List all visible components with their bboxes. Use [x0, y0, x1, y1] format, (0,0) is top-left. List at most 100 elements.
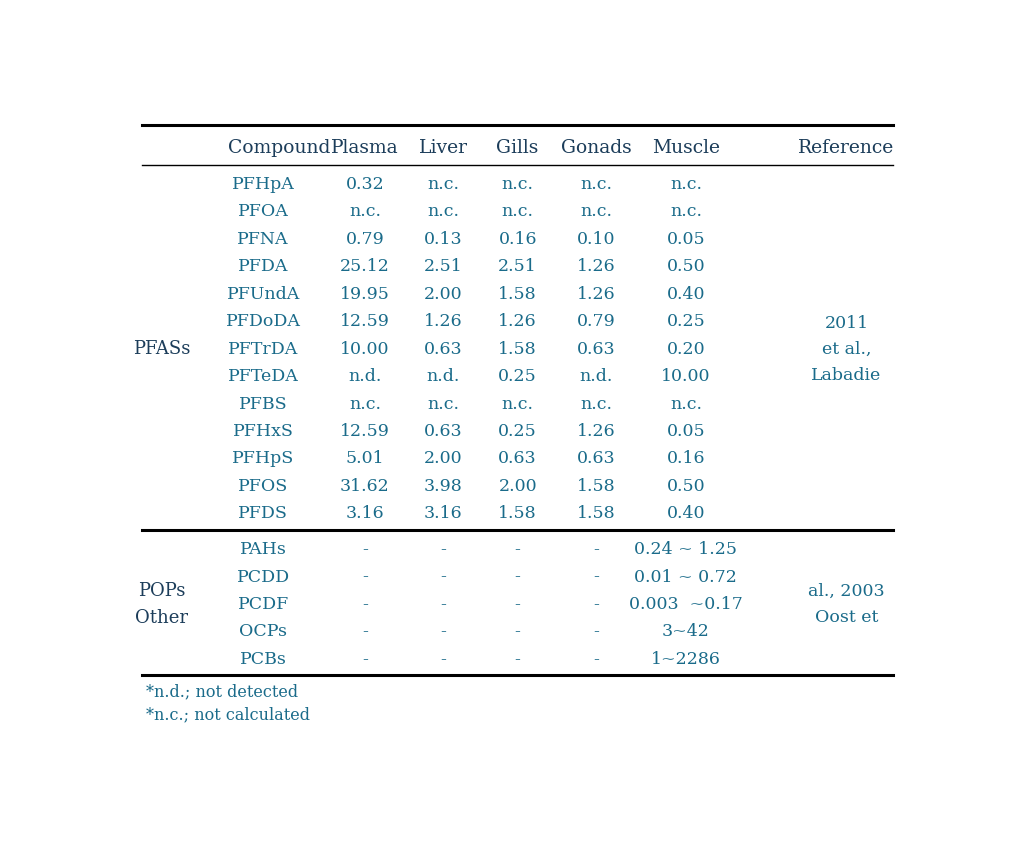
Text: PFHpA: PFHpA: [232, 176, 295, 193]
Text: Liver: Liver: [419, 138, 468, 157]
Text: Oost et: Oost et: [815, 609, 878, 626]
Text: Labadie: Labadie: [811, 367, 882, 384]
Text: 1.58: 1.58: [577, 505, 615, 522]
Text: 12.59: 12.59: [340, 313, 390, 330]
Text: 0.10: 0.10: [577, 231, 615, 248]
Text: -: -: [515, 569, 520, 586]
Text: 1.26: 1.26: [577, 258, 615, 275]
Text: PFBS: PFBS: [239, 396, 288, 413]
Text: 1.58: 1.58: [498, 286, 537, 303]
Text: 0.63: 0.63: [577, 451, 615, 468]
Text: -: -: [593, 596, 599, 613]
Text: 0.25: 0.25: [498, 368, 537, 385]
Text: et al.,: et al.,: [821, 340, 872, 357]
Text: n.c.: n.c.: [580, 176, 612, 193]
Text: PFDS: PFDS: [238, 505, 288, 522]
Text: -: -: [362, 596, 368, 613]
Text: 1.58: 1.58: [577, 478, 615, 495]
Text: 0.003  ~0.17: 0.003 ~0.17: [629, 596, 742, 613]
Text: n.c.: n.c.: [427, 396, 460, 413]
Text: 1.26: 1.26: [498, 313, 537, 330]
Text: -: -: [362, 569, 368, 586]
Text: 3.16: 3.16: [345, 505, 384, 522]
Text: 0.63: 0.63: [498, 451, 537, 468]
Text: 3~42: 3~42: [662, 623, 710, 640]
Text: n.c.: n.c.: [580, 396, 612, 413]
Text: Reference: Reference: [798, 138, 895, 157]
Text: Plasma: Plasma: [331, 138, 399, 157]
Text: 0.40: 0.40: [667, 286, 705, 303]
Text: 0.40: 0.40: [667, 505, 705, 522]
Text: PCBs: PCBs: [239, 651, 287, 668]
Text: 0.05: 0.05: [667, 423, 705, 440]
Text: PFDoDA: PFDoDA: [226, 313, 301, 330]
Text: -: -: [440, 569, 446, 586]
Text: 2.51: 2.51: [498, 258, 537, 275]
Text: -: -: [362, 651, 368, 668]
Text: 0.79: 0.79: [345, 231, 385, 248]
Text: n.d.: n.d.: [426, 368, 460, 385]
Text: OCPs: OCPs: [239, 623, 287, 640]
Text: 1~2286: 1~2286: [651, 651, 721, 668]
Text: n.c.: n.c.: [670, 204, 702, 221]
Text: n.d.: n.d.: [348, 368, 382, 385]
Text: 0.16: 0.16: [667, 451, 705, 468]
Text: PFASs: PFASs: [132, 340, 190, 358]
Text: -: -: [593, 541, 599, 558]
Text: al., 2003: al., 2003: [808, 583, 885, 600]
Text: Compound: Compound: [227, 138, 330, 157]
Text: n.c.: n.c.: [502, 396, 533, 413]
Text: 0.05: 0.05: [667, 231, 705, 248]
Text: 1.26: 1.26: [577, 423, 615, 440]
Text: n.d.: n.d.: [579, 368, 613, 385]
Text: 0.16: 0.16: [498, 231, 537, 248]
Text: 1.26: 1.26: [424, 313, 463, 330]
Text: 0.13: 0.13: [424, 231, 463, 248]
Text: 2.00: 2.00: [498, 478, 537, 495]
Text: PCDF: PCDF: [237, 596, 289, 613]
Text: n.c.: n.c.: [502, 176, 533, 193]
Text: n.c.: n.c.: [670, 396, 702, 413]
Text: -: -: [440, 623, 446, 640]
Text: POPs: POPs: [137, 582, 185, 600]
Text: 2.00: 2.00: [424, 451, 463, 468]
Text: -: -: [515, 541, 520, 558]
Text: 25.12: 25.12: [340, 258, 390, 275]
Text: -: -: [515, 651, 520, 668]
Text: 0.20: 0.20: [667, 340, 705, 357]
Text: -: -: [515, 596, 520, 613]
Text: Gills: Gills: [497, 138, 538, 157]
Text: -: -: [593, 623, 599, 640]
Text: PFOS: PFOS: [238, 478, 289, 495]
Text: n.c.: n.c.: [580, 204, 612, 221]
Text: PFNA: PFNA: [237, 231, 289, 248]
Text: 0.63: 0.63: [577, 340, 615, 357]
Text: 12.59: 12.59: [340, 423, 390, 440]
Text: 10.00: 10.00: [340, 340, 390, 357]
Text: n.c.: n.c.: [502, 204, 533, 221]
Text: 0.32: 0.32: [345, 176, 385, 193]
Text: Other: Other: [135, 609, 188, 627]
Text: 2011: 2011: [824, 315, 869, 332]
Text: PFHpS: PFHpS: [232, 451, 294, 468]
Text: -: -: [593, 651, 599, 668]
Text: -: -: [440, 651, 446, 668]
Text: 2.00: 2.00: [424, 286, 463, 303]
Text: PFTrDA: PFTrDA: [228, 340, 298, 357]
Text: PFUndA: PFUndA: [226, 286, 300, 303]
Text: 19.95: 19.95: [340, 286, 390, 303]
Text: 1.58: 1.58: [498, 340, 537, 357]
Text: -: -: [362, 623, 368, 640]
Text: *n.d.; not detected: *n.d.; not detected: [145, 683, 298, 700]
Text: 10.00: 10.00: [662, 368, 711, 385]
Text: n.c.: n.c.: [349, 396, 381, 413]
Text: n.c.: n.c.: [349, 204, 381, 221]
Text: n.c.: n.c.: [670, 176, 702, 193]
Text: -: -: [440, 541, 446, 558]
Text: 0.63: 0.63: [424, 340, 463, 357]
Text: 2.51: 2.51: [424, 258, 463, 275]
Text: PFOA: PFOA: [238, 204, 289, 221]
Text: 0.50: 0.50: [667, 258, 705, 275]
Text: 0.25: 0.25: [667, 313, 705, 330]
Text: *n.c.; not calculated: *n.c.; not calculated: [145, 706, 310, 723]
